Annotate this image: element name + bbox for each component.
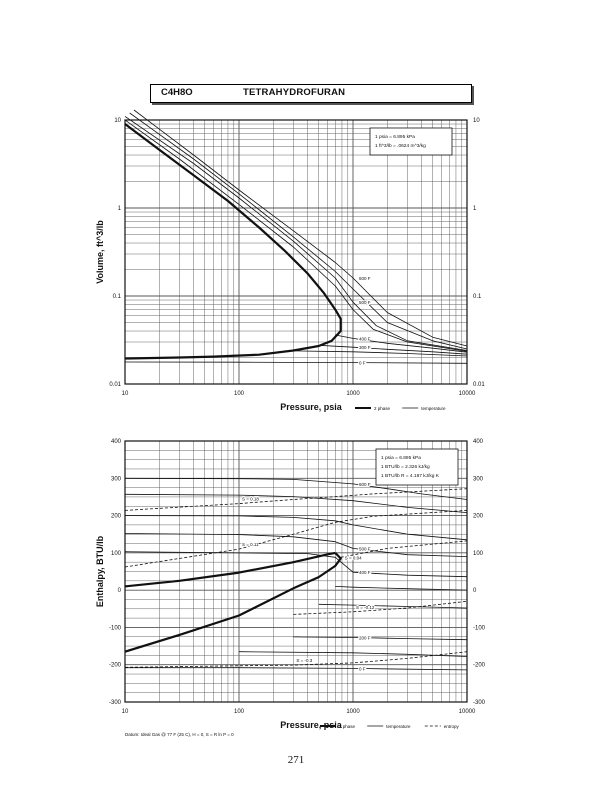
x-axis-label: Pressure, psia (280, 720, 343, 730)
x-tick-label: 100 (234, 709, 245, 715)
plot-frame (124, 119, 468, 385)
isotherm-line (335, 334, 468, 353)
compound-formula: C4H8O (161, 87, 193, 98)
isotherm-line (335, 586, 468, 591)
compound-title-box: C4H8O TETRAHYDROFURAN (150, 84, 472, 103)
info-box-text: 1 psia = 6.895 kPa (375, 134, 415, 140)
info-box-text: 1 BTU/lb = 2.326 kJ/kg (381, 464, 430, 470)
x-tick-label: 1000 (346, 391, 360, 397)
isotherm-label: 600 F (359, 276, 371, 281)
entropy-line (293, 600, 468, 615)
plot-frame (124, 440, 468, 703)
x-axis-label: Pressure, psia (280, 402, 343, 412)
saturation-curve (124, 551, 336, 588)
info-box (375, 448, 459, 486)
entropy-label: S = 0.18 (242, 497, 259, 502)
entropy-line (340, 540, 468, 558)
y-tick-label-right: 200 (473, 514, 484, 520)
isotherm-line (124, 515, 468, 541)
isotherm-line (124, 116, 468, 351)
isotherm-label: 500 F (359, 300, 371, 305)
isotherm-line (124, 119, 468, 352)
legend-label: 2 phase (339, 724, 356, 729)
y-tick-label-right: 0.01 (473, 382, 485, 388)
isotherm-label: 0 F (359, 666, 366, 671)
y-tick-label: 1 (118, 206, 122, 212)
y-tick-label: 300 (111, 476, 122, 482)
isotherm-line (318, 603, 468, 609)
isotherm-line (124, 533, 468, 557)
isotherm-line (133, 109, 468, 347)
entropy-label: S = -0.3 (296, 658, 312, 663)
y-axis-label: Enthalpy, BTU/lb (95, 535, 105, 607)
y-tick-label-right: 0 (473, 588, 477, 594)
y-tick-label: -300 (109, 700, 122, 706)
isotherm-line (129, 112, 468, 350)
page-number: 271 (287, 754, 305, 766)
y-tick-label: 0 (118, 588, 122, 594)
y-tick-label: -200 (109, 663, 122, 669)
y-tick-label-right: -300 (473, 700, 486, 706)
legend-label: temperature (421, 406, 446, 411)
info-box-text: 1 psia = 6.895 kPa (381, 455, 421, 461)
y-tick-label-right: 300 (473, 476, 484, 482)
isotherm-label: 200 F (359, 635, 371, 640)
info-box-text: 1 BTU/lb R = 4.187 kJ/kg K (381, 473, 440, 479)
isotherm-label: 400 F (359, 570, 371, 575)
entropy-label: S = 0.11 (242, 542, 259, 547)
y-tick-label: 200 (111, 514, 122, 520)
y-axis-label: Volume, ft^3/lb (95, 220, 105, 284)
x-tick-label: 100 (234, 391, 245, 397)
y-tick-label: 400 (111, 439, 122, 445)
entropy-label: S = 0.04 (345, 555, 362, 560)
legend-label: 2 phase (374, 406, 391, 411)
y-tick-label-right: 0.1 (473, 294, 482, 300)
isotherm-label: 300 F (359, 345, 371, 350)
y-tick-label-right: -100 (473, 625, 486, 631)
saturation-curve (124, 123, 342, 360)
x-tick-label: 10000 (459, 391, 476, 397)
isotherm-line (125, 667, 468, 671)
isotherm-line (124, 551, 468, 578)
entropy-line (124, 488, 468, 511)
isotherm-line (124, 361, 468, 364)
x-tick-label: 10 (122, 391, 129, 397)
x-tick-label: 10 (122, 709, 129, 715)
y-tick-label: 100 (111, 551, 122, 557)
y-tick-label-right: 400 (473, 439, 484, 445)
isotherm-label: 0 F (359, 361, 366, 366)
info-box (369, 127, 453, 156)
info-box-text: 1 ft^3/lb = .0624 m^3/kg (375, 143, 426, 149)
isotherm-label: 600 F (359, 482, 371, 487)
isotherm-label: 500 F (359, 546, 371, 551)
entropy-line (124, 651, 468, 668)
y-tick-label-right: 100 (473, 551, 484, 557)
entropy-line (124, 510, 468, 568)
entropy-label: S = -0.12 (356, 605, 375, 610)
saturation-curve (124, 552, 342, 653)
compound-name: TETRAHYDROFURAN (243, 87, 346, 98)
y-tick-label-right: 1 (473, 206, 477, 212)
isotherm-line (293, 636, 468, 641)
x-tick-label: 1000 (346, 709, 360, 715)
y-tick-label: 0.01 (109, 382, 121, 388)
y-tick-label: 0.1 (113, 294, 122, 300)
isotherm-line (293, 350, 468, 357)
y-tick-label-right: -200 (473, 663, 486, 669)
isotherm-line (238, 651, 468, 657)
x-tick-label: 10000 (459, 709, 476, 715)
isotherm-line (318, 344, 468, 355)
y-tick-label-right: 10 (473, 118, 480, 124)
isotherm-line (124, 477, 468, 500)
legend-label: entropy (444, 724, 460, 729)
isotherm-label: 400 F (359, 336, 371, 341)
isotherm-line (124, 493, 468, 513)
datum-footnote: Datum: Ideal Gas @ 77 F (25 C), H = 0, S… (125, 732, 234, 737)
y-tick-label: 10 (114, 118, 121, 124)
legend-label: temperature (386, 724, 411, 729)
y-tick-label: -100 (109, 625, 122, 631)
